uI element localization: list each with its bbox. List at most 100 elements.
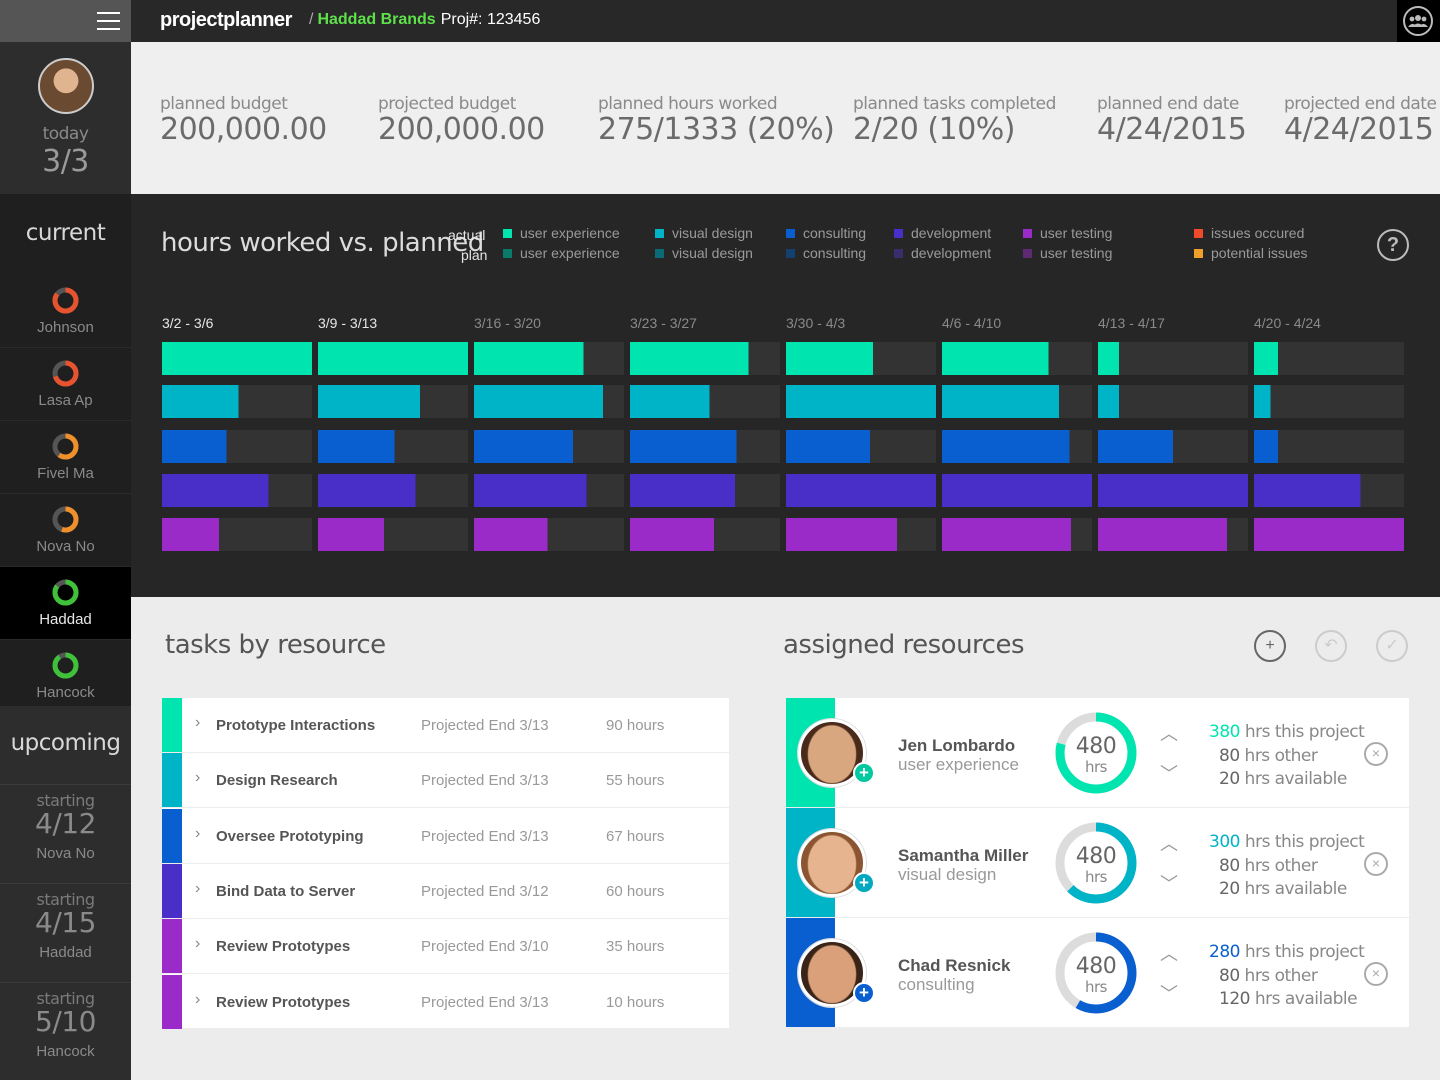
chevron-down-icon[interactable]: ﹀ bbox=[1160, 980, 1178, 1006]
bar-user-testing[interactable] bbox=[786, 518, 897, 551]
sidebar-project-name: Fivel Ma bbox=[0, 465, 131, 482]
add-icon[interactable]: + bbox=[853, 982, 875, 1004]
task-row[interactable]: › Oversee Prototyping Projected End 3/13 67… bbox=[162, 809, 729, 864]
add-icon[interactable]: + bbox=[853, 762, 875, 784]
bar-visual-design[interactable] bbox=[1254, 385, 1271, 418]
bar-user-experience[interactable] bbox=[786, 342, 873, 375]
sidebar-project-item[interactable]: Fivel Ma bbox=[0, 421, 131, 494]
chevron-down-icon[interactable]: ﹀ bbox=[1160, 760, 1178, 786]
bar-visual-design[interactable] bbox=[942, 385, 1059, 418]
remove-resource-button[interactable]: × bbox=[1364, 742, 1388, 766]
upcoming-project-item[interactable]: starting 4/12 Nova No bbox=[0, 784, 131, 882]
sidebar-project-item[interactable]: Haddad bbox=[0, 567, 131, 640]
bar-consulting[interactable] bbox=[786, 430, 870, 463]
bar-visual-design[interactable] bbox=[1098, 385, 1119, 418]
bar-user-experience[interactable] bbox=[1098, 342, 1119, 375]
bar-user-experience[interactable] bbox=[1254, 342, 1278, 375]
sidebar-project-item[interactable]: Hancock bbox=[0, 640, 131, 713]
week-tick-label: 3/9 - 3/13 bbox=[318, 315, 377, 331]
chevron-up-icon[interactable]: ︿ bbox=[1160, 940, 1178, 966]
chevron-right-icon[interactable]: › bbox=[195, 880, 200, 898]
chevron-right-icon[interactable]: › bbox=[195, 825, 200, 843]
bar-user-testing[interactable] bbox=[1098, 518, 1227, 551]
bar-development[interactable] bbox=[162, 474, 269, 507]
hours-chart-panel: 3/2 - 3/6 3/9 - 3/13 3/16 - 3/20 3/23 - 3/2… bbox=[131, 194, 1440, 597]
bar-track bbox=[1098, 385, 1248, 418]
task-hours: 90 hours bbox=[606, 717, 664, 734]
task-projected-end: Projected End 3/12 bbox=[421, 883, 549, 900]
bar-visual-design[interactable] bbox=[474, 385, 603, 418]
project-hours-value: 280 bbox=[1209, 942, 1240, 962]
bar-development[interactable] bbox=[942, 474, 1092, 507]
remove-resource-button[interactable]: × bbox=[1364, 852, 1388, 876]
metric-planned-hours: planned hours worked 275/1333 (20%) bbox=[598, 94, 834, 147]
bar-user-testing[interactable] bbox=[630, 518, 714, 551]
bar-consulting[interactable] bbox=[630, 430, 737, 463]
bar-visual-design[interactable] bbox=[318, 385, 420, 418]
task-row[interactable]: › Design Research Projected End 3/13 55 hou… bbox=[162, 753, 729, 808]
confirm-button[interactable]: ✓ bbox=[1376, 630, 1408, 662]
undo-button[interactable]: ↶ bbox=[1315, 630, 1347, 662]
bar-user-experience[interactable] bbox=[318, 342, 468, 375]
chevron-right-icon[interactable]: › bbox=[195, 935, 200, 953]
bar-development[interactable] bbox=[1254, 474, 1361, 507]
task-row[interactable]: › Review Prototypes Projected End 3/13 10 h… bbox=[162, 975, 729, 1030]
bar-development[interactable] bbox=[630, 474, 735, 507]
bar-development[interactable] bbox=[786, 474, 936, 507]
bar-visual-design[interactable] bbox=[162, 385, 239, 418]
bar-development[interactable] bbox=[474, 474, 587, 507]
resources-list: + Jen Lombardo user experience 480 hrs ︿ ﹀ 380 … bbox=[786, 698, 1409, 1028]
week-tick-label: 3/2 - 3/6 bbox=[162, 315, 214, 331]
bar-consulting[interactable] bbox=[942, 430, 1070, 463]
bar-consulting[interactable] bbox=[474, 430, 573, 463]
bar-visual-design[interactable] bbox=[630, 385, 710, 418]
bar-user-experience[interactable] bbox=[942, 342, 1049, 375]
bar-user-experience[interactable] bbox=[630, 342, 749, 375]
chevron-right-icon[interactable]: › bbox=[195, 714, 200, 732]
chevron-down-icon[interactable]: ﹀ bbox=[1160, 870, 1178, 896]
task-row[interactable]: › Bind Data to Server Projected End 3/12 60… bbox=[162, 864, 729, 919]
available-hours-line: 120 hrs available bbox=[1219, 989, 1357, 1009]
chevron-up-icon[interactable]: ︿ bbox=[1160, 720, 1178, 746]
task-name: Prototype Interactions bbox=[216, 717, 375, 734]
app-title[interactable]: projectplanner bbox=[160, 9, 292, 32]
sidebar-project-item[interactable]: Nova No bbox=[0, 494, 131, 567]
add-icon[interactable]: + bbox=[853, 872, 875, 894]
bar-consulting[interactable] bbox=[1098, 430, 1173, 463]
bar-visual-design[interactable] bbox=[786, 385, 936, 418]
task-row[interactable]: › Review Prototypes Projected End 3/10 35 h… bbox=[162, 919, 729, 974]
bar-development[interactable] bbox=[1098, 474, 1248, 507]
add-user-button[interactable]: + bbox=[1254, 630, 1286, 662]
progress-ring-icon bbox=[51, 359, 80, 388]
remove-resource-button[interactable]: × bbox=[1364, 962, 1388, 986]
task-projected-end: Projected End 3/13 bbox=[421, 717, 549, 734]
project-hours-line: 380 hrs this project bbox=[1209, 722, 1364, 742]
menu-button[interactable] bbox=[0, 0, 131, 42]
breadcrumb-separator: / bbox=[309, 11, 313, 28]
bar-user-testing[interactable] bbox=[162, 518, 219, 551]
sidebar-project-item[interactable]: Lasa Ap bbox=[0, 348, 131, 421]
upcoming-project-item[interactable]: starting 5/10 Hancock bbox=[0, 982, 131, 1080]
bar-user-testing[interactable] bbox=[942, 518, 1071, 551]
client-name[interactable]: Haddad Brands bbox=[317, 11, 435, 28]
avatar[interactable] bbox=[38, 58, 94, 114]
legend-swatch-icon bbox=[655, 249, 664, 258]
bar-user-testing[interactable] bbox=[474, 518, 548, 551]
bar-user-experience[interactable] bbox=[474, 342, 584, 375]
chevron-up-icon[interactable]: ︿ bbox=[1160, 830, 1178, 856]
bar-development[interactable] bbox=[318, 474, 416, 507]
team-button[interactable] bbox=[1397, 0, 1440, 42]
bar-consulting[interactable] bbox=[1254, 430, 1278, 463]
project-hours-line: 280 hrs this project bbox=[1209, 942, 1364, 962]
bar-user-testing[interactable] bbox=[318, 518, 384, 551]
bar-user-experience[interactable] bbox=[162, 342, 312, 375]
sidebar-project-item[interactable]: Johnson bbox=[0, 275, 131, 348]
bar-consulting[interactable] bbox=[318, 430, 395, 463]
task-row[interactable]: › Prototype Interactions Projected End 3/1… bbox=[162, 698, 729, 753]
bar-consulting[interactable] bbox=[162, 430, 227, 463]
help-button[interactable]: ? bbox=[1377, 229, 1409, 261]
chevron-right-icon[interactable]: › bbox=[195, 769, 200, 787]
bar-user-testing[interactable] bbox=[1254, 518, 1404, 551]
chevron-right-icon[interactable]: › bbox=[195, 991, 200, 1009]
upcoming-project-item[interactable]: starting 4/15 Haddad bbox=[0, 883, 131, 981]
